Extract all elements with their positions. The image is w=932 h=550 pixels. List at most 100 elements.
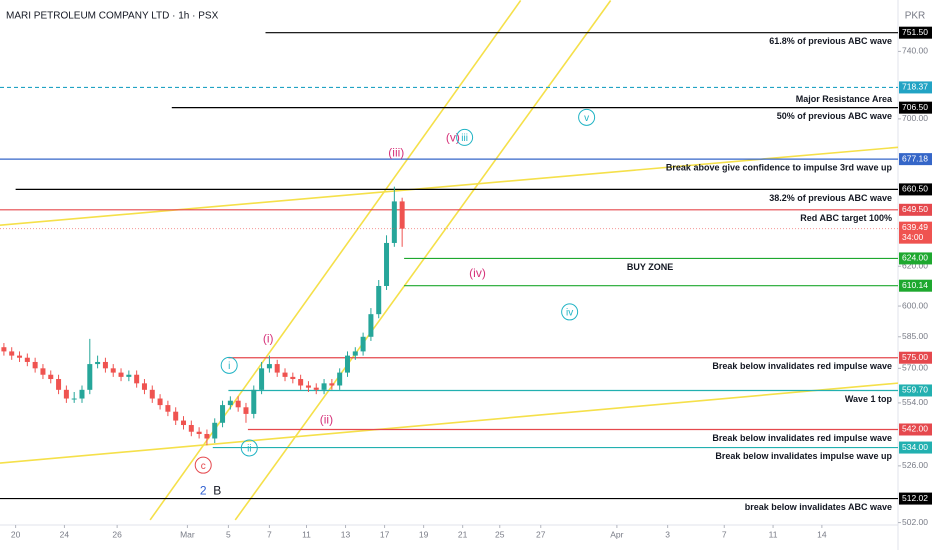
- candle-body: [212, 422, 218, 439]
- level-price-box: [899, 384, 932, 397]
- candle-body: [173, 411, 179, 421]
- level-price-box: [899, 441, 932, 454]
- candle-body: [368, 314, 374, 337]
- wave-label: (iii): [388, 145, 404, 159]
- y-tick-label: 502.00: [902, 517, 928, 527]
- candle-body: [243, 407, 249, 414]
- x-tick-label: 3: [665, 529, 670, 539]
- candle-body: [360, 336, 366, 352]
- level-price-box: [899, 279, 932, 292]
- level-price-box: [899, 101, 932, 114]
- candle-body: [384, 242, 390, 286]
- x-tick-label: 11: [302, 529, 311, 539]
- level-price-label: 649.50: [902, 204, 928, 214]
- candle-body: [266, 364, 272, 369]
- y-tick-label: 620.00: [902, 260, 928, 270]
- candle-body: [102, 361, 108, 369]
- candle-body: [56, 379, 62, 390]
- candle-body: [313, 387, 319, 390]
- wave-label: (v): [446, 131, 460, 145]
- level-price-box: [899, 252, 932, 265]
- candle-body: [110, 368, 116, 373]
- y-tick-label: 554.00: [902, 397, 928, 407]
- currency: PKR: [905, 11, 926, 22]
- candle-body: [188, 425, 194, 432]
- level-note: 61.8% of previous ABC wave: [769, 36, 892, 46]
- level-price-label: 718.37: [902, 82, 928, 92]
- x-tick-label: 27: [536, 529, 546, 539]
- level-note: Break above give confidence to impulse 3…: [666, 162, 893, 172]
- candle-body: [63, 389, 69, 399]
- candle-body: [95, 361, 101, 365]
- level-price-box: [899, 203, 932, 216]
- candle-body: [298, 379, 304, 386]
- level-price-label: 610.14: [902, 280, 928, 290]
- x-tick-label: 7: [267, 529, 272, 539]
- wave-circle: [194, 456, 212, 474]
- level-note: 50% of previous ABC wave: [777, 111, 892, 121]
- chart-title: MARI PETROLEUM COMPANY LTD · 1h · PSX: [6, 11, 219, 22]
- y-tick-label: 600.00: [902, 300, 928, 310]
- y-tick-label: 700.00: [902, 113, 928, 123]
- candle-body: [274, 364, 280, 373]
- candle-body: [157, 398, 163, 406]
- candle-body: [149, 389, 155, 399]
- candle-body: [87, 364, 93, 390]
- x-tick-label: Apr: [610, 529, 623, 539]
- level-price-label: 677.18: [902, 153, 928, 163]
- level-price-box: [899, 183, 932, 196]
- candle-body: [376, 285, 382, 315]
- x-tick-label: 7: [722, 529, 727, 539]
- wave-circle: [578, 108, 596, 126]
- y-tick-label: 570.00: [902, 363, 928, 373]
- level-price-label: 751.50: [902, 27, 928, 37]
- level-note: Wave 1 top: [845, 394, 893, 404]
- candle-body: [227, 400, 233, 406]
- candle-body: [204, 433, 210, 439]
- candle-body: [399, 201, 405, 229]
- candle-body: [305, 385, 311, 388]
- wave-label: i: [228, 361, 230, 372]
- level-note: Major Resistance Area: [796, 94, 893, 104]
- x-tick-label: 26: [112, 529, 122, 539]
- x-tick-label: 5: [226, 529, 231, 539]
- level-price-box: [899, 423, 932, 436]
- candle-body: [290, 376, 296, 380]
- x-tick-label: 20: [11, 529, 21, 539]
- level-note: BUY ZONE: [627, 262, 673, 272]
- x-tick-label: 25: [495, 529, 505, 539]
- candle-body: [141, 383, 147, 390]
- level-price-label: 559.70: [902, 385, 928, 395]
- wave-label: 2: [200, 483, 207, 497]
- level-note: Break below invalidates red impulse wave: [712, 361, 892, 371]
- wave-circle: [240, 439, 258, 457]
- axes: 740.00 700.00 620.00 600.00 585.00 570.00 554.…: [11, 26, 932, 539]
- candle-body: [329, 383, 335, 386]
- plot-area: [0, 0, 898, 521]
- x-tick-label: Mar: [180, 529, 195, 539]
- wave-label: (ii): [320, 412, 333, 426]
- level-price-box: [899, 26, 932, 39]
- level-price-label: 575.00: [902, 352, 928, 362]
- wave-label: c: [201, 461, 206, 472]
- x-tick-label: 13: [341, 529, 351, 539]
- x-tick-label: 14: [817, 529, 827, 539]
- trend-line: [0, 146, 898, 227]
- x-tick-label: 17: [380, 529, 390, 539]
- level-price-box: [899, 153, 932, 166]
- wave-label: B: [213, 483, 221, 497]
- level-price-label: 534.00: [902, 442, 928, 452]
- wave-label: iv: [566, 308, 573, 319]
- level-price-label: 512.02: [902, 493, 928, 503]
- level-price-label: 660.50: [902, 184, 928, 194]
- candle-body: [282, 372, 288, 377]
- candle-body: [352, 351, 358, 356]
- candle-body: [337, 372, 343, 386]
- wave-circle: [220, 356, 238, 374]
- candle-body: [321, 383, 327, 390]
- candle-body: [1, 347, 7, 352]
- x-tick-label: 11: [769, 529, 778, 539]
- candle-body: [134, 374, 140, 384]
- level-note: 38.2% of previous ABC wave: [769, 193, 892, 203]
